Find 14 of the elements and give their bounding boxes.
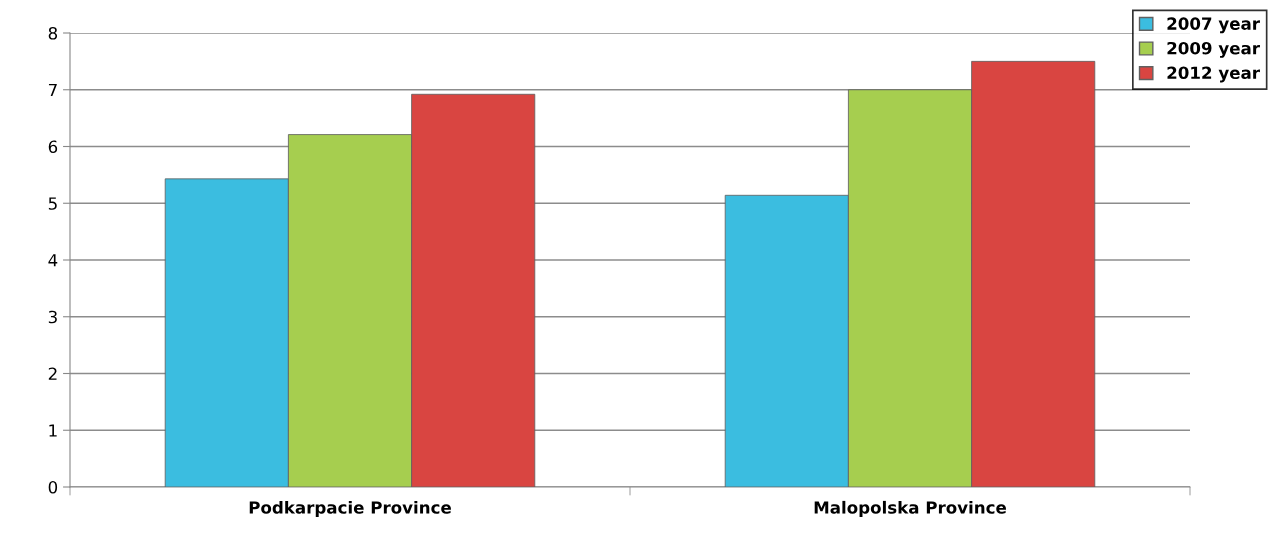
y-tick-label: 1 bbox=[49, 424, 57, 437]
y-tick-label: 5 bbox=[48, 197, 57, 210]
y-tick-label: 0 bbox=[48, 480, 58, 494]
x-tick-label: Malopolska Province bbox=[814, 500, 1007, 518]
y-tick-label: 4 bbox=[48, 254, 58, 267]
y-tick-label: 3 bbox=[48, 310, 57, 324]
y-tick-label: 6 bbox=[48, 140, 58, 154]
y-tick-label: 2 bbox=[48, 367, 57, 380]
y-tick-label: 8 bbox=[48, 26, 58, 40]
legend-label: 2009 year bbox=[1167, 41, 1260, 58]
legend-label: 2007 year bbox=[1167, 17, 1260, 34]
x-tick-label: Podkarpacie Province bbox=[249, 500, 451, 518]
y-tick-label: 7 bbox=[48, 83, 57, 97]
legend-label: 2012 year bbox=[1167, 66, 1260, 83]
